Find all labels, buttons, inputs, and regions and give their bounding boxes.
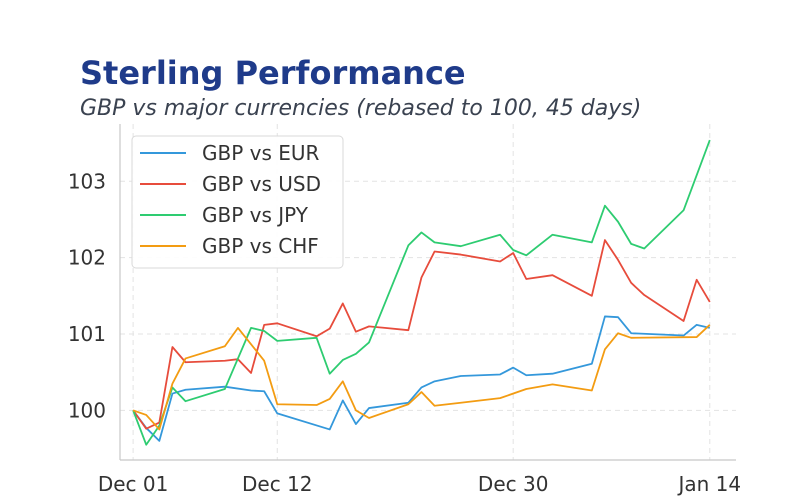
y-tick-label: 101 <box>68 322 106 346</box>
axes <box>119 124 736 461</box>
legend-box <box>131 135 344 269</box>
tick-labels: 100 101 102 103 Dec 01 Dec 12 Dec 30 Jan 14 <box>68 169 741 496</box>
x-tick-label: Dec 01 <box>98 472 169 496</box>
series-line-3 <box>132 139 711 446</box>
y-tick-label: 103 <box>68 169 106 193</box>
legend: GBP vs EUR GBP vs USD GBP vs JPY GBP vs CHF <box>131 135 344 269</box>
legend-label: GBP vs JPY <box>202 203 309 227</box>
chart-subtitle: GBP vs major currencies (rebased to 100,… <box>80 96 642 121</box>
x-tick-label: Dec 30 <box>478 472 549 496</box>
x-tick-label: Jan 14 <box>676 472 741 496</box>
chart-title: Sterling Performance <box>80 54 466 92</box>
series-lines <box>132 139 711 446</box>
legend-label: GBP vs EUR <box>202 141 320 165</box>
legend-label: GBP vs CHF <box>202 234 319 258</box>
y-tick-label: 102 <box>68 246 106 270</box>
series-line-4 <box>132 324 711 431</box>
legend-label: GBP vs USD <box>202 172 321 196</box>
series-line-2 <box>132 239 711 430</box>
x-tick-label: Dec 12 <box>242 472 313 496</box>
series-line-1 <box>132 315 710 442</box>
y-tick-label: 100 <box>68 398 106 422</box>
